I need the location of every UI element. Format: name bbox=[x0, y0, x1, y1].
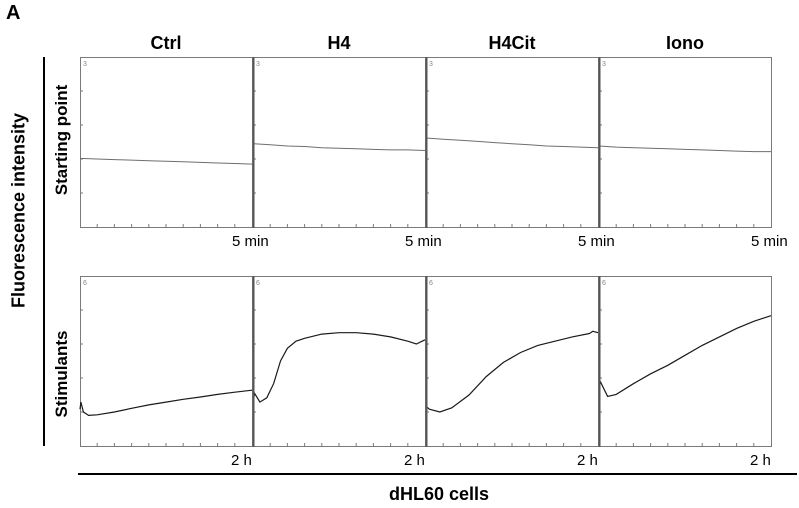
panel-frame-bottom-iono bbox=[599, 276, 772, 447]
panel-frame-top-iono bbox=[599, 57, 772, 228]
panel-frame-top-ctrl bbox=[80, 57, 253, 228]
series-line-bottom-h4 bbox=[252, 332, 426, 403]
series-line-top-h4 bbox=[252, 143, 426, 151]
panel-frame-top-h4 bbox=[253, 57, 426, 228]
x-end-label-top-h4cit: 5 min bbox=[578, 233, 615, 250]
panel-frame-bottom-ctrl bbox=[80, 276, 253, 447]
corner-tick-label-top-h4: 3 bbox=[256, 61, 260, 68]
corner-tick-label-top-ctrl: 3 bbox=[83, 61, 87, 68]
series-line-top-ctrl bbox=[79, 157, 253, 165]
series-line-bottom-h4cit bbox=[425, 330, 599, 413]
x-end-label-top-h4: 5 min bbox=[405, 233, 442, 250]
corner-tick-label-bottom-ctrl: 6 bbox=[83, 280, 87, 287]
corner-tick-label-bottom-h4: 6 bbox=[256, 280, 260, 287]
corner-tick-label-bottom-iono: 6 bbox=[602, 280, 606, 287]
x-end-label-bottom-iono: 2 h bbox=[750, 452, 771, 469]
column-title-h4: H4 bbox=[327, 33, 351, 53]
column-title-ctrl: Ctrl bbox=[150, 33, 182, 53]
panel-frame-bottom-h4cit bbox=[426, 276, 599, 447]
x-end-label-bottom-h4: 2 h bbox=[404, 452, 425, 469]
x-end-label-bottom-ctrl: 2 h bbox=[231, 452, 252, 469]
corner-tick-label-top-iono: 3 bbox=[602, 61, 606, 68]
series-line-top-h4cit bbox=[425, 137, 599, 149]
x-end-label-top-ctrl: 5 min bbox=[232, 233, 269, 250]
column-title-iono: Iono bbox=[666, 33, 704, 53]
column-title-h4cit: H4Cit bbox=[488, 33, 536, 53]
x-axis-title: dHL60 cells bbox=[388, 484, 490, 504]
x-end-label-bottom-h4cit: 2 h bbox=[577, 452, 598, 469]
panel-frame-top-h4cit bbox=[426, 57, 599, 228]
series-line-top-iono bbox=[598, 145, 771, 153]
corner-tick-label-top-h4cit: 3 bbox=[429, 61, 433, 68]
x-end-label-top-iono: 5 min bbox=[751, 233, 788, 250]
series-line-bottom-ctrl bbox=[79, 389, 253, 417]
corner-tick-label-bottom-h4cit: 6 bbox=[429, 280, 433, 287]
series-line-bottom-iono bbox=[598, 315, 772, 398]
panel-frame-bottom-h4 bbox=[253, 276, 426, 447]
panel-label: A bbox=[6, 2, 21, 24]
